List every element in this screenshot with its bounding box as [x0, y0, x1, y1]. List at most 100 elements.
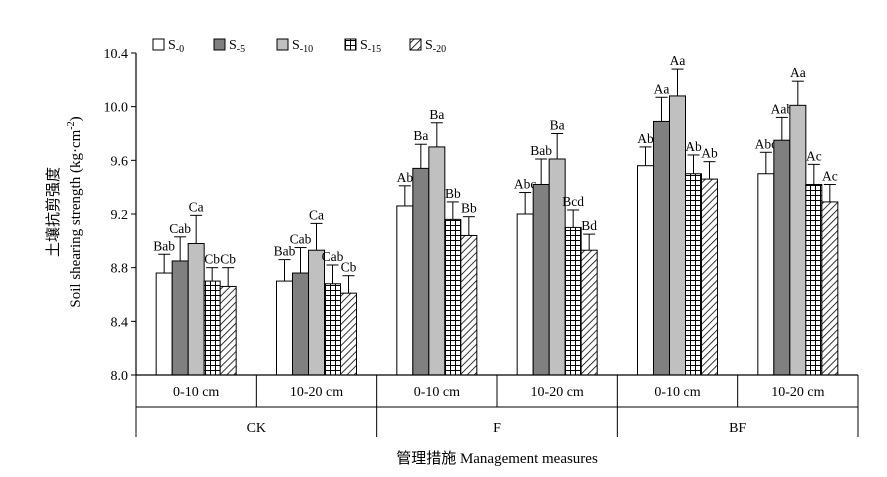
y-tick-label: 8.8 [111, 262, 129, 277]
y-tick-label: 8.4 [111, 315, 129, 330]
legend-label: S-15 [360, 38, 381, 55]
y-tick-label: 10.0 [104, 101, 129, 116]
y-tick-label: 9.6 [111, 154, 129, 169]
significance-label: Cb [220, 252, 236, 267]
significance-label: Ba [550, 118, 565, 133]
legend-swatch [276, 38, 289, 51]
legend-label-subscript: -15 [368, 44, 381, 55]
y-tick-label: 9.2 [111, 208, 129, 223]
legend-label-subscript: -5 [237, 44, 245, 55]
bar [155, 272, 173, 376]
bar [292, 272, 309, 376]
significance-label: Bb [445, 186, 461, 201]
significance-label: Ca [309, 207, 324, 222]
bar [637, 165, 654, 376]
x-depth-label: 0-10 cm [414, 385, 460, 400]
legend-label: S-0 [168, 38, 184, 55]
x-measure-label: BF [729, 421, 746, 436]
legend-swatch [213, 38, 226, 51]
significance-label: Bab [274, 244, 296, 259]
bar [516, 213, 534, 376]
x-axis-title: 管理措施 Management measures [396, 450, 598, 467]
bar [821, 201, 839, 376]
bar [171, 260, 189, 376]
bar [308, 249, 325, 376]
y-axis-title-cn: 土壤抗剪强度 [44, 167, 62, 257]
bar [669, 95, 686, 376]
significance-label: Ab [397, 170, 414, 185]
significance-label: Abc [755, 136, 778, 151]
significance-label: Ab [637, 131, 654, 146]
bar [532, 183, 550, 376]
legend-swatch [344, 38, 357, 51]
bar [805, 183, 823, 376]
significance-label: Bab [153, 238, 175, 253]
bar [276, 280, 293, 376]
bar [412, 167, 430, 376]
y-tick-label: 10.4 [104, 47, 129, 62]
significance-label: Bd [581, 218, 597, 233]
significance-label: Bcd [562, 194, 584, 209]
significance-label: Ca [189, 199, 204, 214]
bar [460, 234, 478, 376]
significance-label: Cab [169, 221, 191, 236]
significance-label: Ba [429, 107, 444, 122]
y-axis-title-en-tail: ) [68, 116, 84, 121]
significance-label: Cb [204, 252, 220, 267]
legend-label: S-5 [229, 38, 245, 55]
bar [219, 285, 237, 376]
bar [580, 249, 598, 376]
legend-swatch [409, 38, 422, 51]
significance-label: Ba [413, 128, 428, 143]
bar [548, 158, 566, 376]
bar [428, 146, 446, 376]
legend-label-subscript: -10 [300, 44, 313, 55]
bar [564, 226, 582, 376]
bar [340, 292, 357, 376]
x-depth-label: 10-20 cm [771, 385, 824, 400]
x-depth-label: 0-10 cm [173, 385, 219, 400]
significance-label: Cb [341, 260, 357, 275]
legend-label-subscript: -0 [176, 44, 184, 55]
y-axis-title-en-sup: -2 [66, 121, 77, 129]
significance-label: Cab [322, 249, 344, 264]
x-depth-label: 10-20 cm [531, 385, 584, 400]
bar [789, 104, 807, 376]
significance-label: Bab [530, 143, 552, 158]
legend: S-0 S-5 S-10 S-15 S-20 [152, 38, 446, 55]
x-measure-label: CK [247, 421, 266, 436]
legend-label-name: S [360, 38, 368, 53]
legend-label-name: S [168, 38, 176, 53]
significance-label: Ab [685, 139, 702, 154]
bar [396, 205, 414, 376]
y-tick-label: 8.0 [111, 369, 129, 384]
axes: 8.0 8.4 8.8 9.2 9.6 10.0 10.4 0-10 cm 10-20 cm CK… [104, 47, 859, 437]
significance-label: Ab [701, 146, 718, 161]
bar [203, 280, 221, 376]
significance-label: Abc [514, 177, 537, 192]
y-axis-title-en: Soil shearing strength (kg·cm-2) [66, 116, 84, 307]
significance-label: Aa [790, 65, 806, 80]
bar [757, 173, 775, 376]
significance-label: Bb [461, 201, 477, 216]
legend-label-subscript: -20 [433, 44, 446, 55]
legend-label-name: S [425, 38, 433, 53]
bar [685, 173, 702, 376]
bar [444, 218, 462, 376]
bar [324, 283, 341, 376]
x-measure-label: F [493, 421, 501, 436]
significance-label: Ac [822, 168, 838, 183]
bar [187, 243, 205, 376]
x-depth-label: 10-20 cm [290, 385, 343, 400]
bar [653, 120, 670, 376]
x-depth-label: 0-10 cm [654, 385, 700, 400]
significance-label: Aa [670, 53, 686, 68]
bar [773, 139, 791, 376]
legend-label-name: S [229, 38, 237, 53]
legend-label: S-20 [425, 38, 446, 55]
significance-label: Aab [771, 101, 794, 116]
significance-label: Aa [654, 81, 670, 96]
legend-label: S-10 [292, 38, 313, 55]
